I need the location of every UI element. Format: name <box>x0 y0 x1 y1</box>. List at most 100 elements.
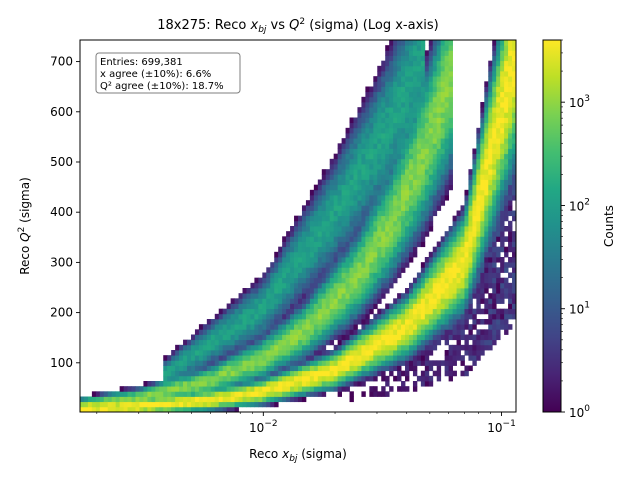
heatmap-cell <box>416 334 422 341</box>
heatmap-cell <box>405 133 410 139</box>
heatmap-cell <box>397 241 402 248</box>
heatmap-cell <box>301 293 307 299</box>
heatmap-cell <box>313 334 319 341</box>
heatmap-cell <box>408 200 414 206</box>
heatmap-cell <box>329 251 335 258</box>
heatmap-cell <box>329 262 335 268</box>
heatmap-cell <box>131 406 136 412</box>
heatmap-cell <box>349 355 354 361</box>
heatmap-cell <box>492 267 497 273</box>
heatmap-cell <box>440 324 446 330</box>
heatmap-cell <box>385 360 390 366</box>
heatmap-cell <box>408 205 414 211</box>
heatmap-cell <box>198 381 204 387</box>
heatmap-cell <box>329 267 335 273</box>
heatmap-cell <box>373 86 378 93</box>
heatmap-cell <box>480 184 485 191</box>
heatmap-cell <box>123 386 128 392</box>
heatmap-cell <box>190 365 196 372</box>
heatmap-cell <box>317 355 323 361</box>
heatmap-cell <box>472 215 477 222</box>
heatmap-cell <box>286 272 291 279</box>
heatmap-cell <box>298 220 303 227</box>
heatmap-cell <box>349 319 354 325</box>
heatmap-cell <box>198 339 204 346</box>
heatmap-cell <box>393 308 398 315</box>
heatmap-cell <box>278 246 283 253</box>
heatmap-cell <box>321 210 327 217</box>
heatmap-cell <box>424 164 430 170</box>
heatmap-cell <box>476 355 481 361</box>
heatmap-cell <box>408 241 414 248</box>
heatmap-cell <box>401 360 406 366</box>
heatmap-cell <box>456 241 461 248</box>
heatmap-cell <box>206 355 212 361</box>
heatmap-cell <box>341 210 346 217</box>
heatmap-cell <box>397 360 402 366</box>
heatmap-cell <box>440 138 446 144</box>
heatmap-cell <box>416 133 422 139</box>
heatmap-cell <box>202 381 208 387</box>
heatmap-cell <box>512 174 516 180</box>
heatmap-cell <box>496 282 501 289</box>
heatmap-cell <box>317 375 323 382</box>
heatmap-cell <box>365 226 370 232</box>
heatmap-cell <box>369 169 374 175</box>
heatmap-cell <box>325 189 331 196</box>
heatmap-cell <box>294 355 299 361</box>
heatmap-cell <box>349 231 354 237</box>
heatmap-cell <box>313 360 319 366</box>
heatmap-cell <box>369 324 374 330</box>
heatmap-cell <box>305 365 311 372</box>
heatmap-cell <box>444 231 450 237</box>
heatmap-cell <box>298 277 303 284</box>
heatmap-cell <box>373 205 378 211</box>
heatmap-cell <box>349 313 354 320</box>
heatmap-cell <box>480 169 485 175</box>
heatmap-cell <box>385 267 390 273</box>
heatmap-cell <box>488 91 493 98</box>
heatmap-cell <box>488 200 493 206</box>
heatmap-cell <box>504 60 509 67</box>
heatmap-cell <box>317 288 323 294</box>
heatmap-cell <box>480 164 485 170</box>
heatmap-cell <box>286 231 291 237</box>
heatmap-cell <box>262 350 267 356</box>
heatmap-cell <box>436 143 442 149</box>
heatmap-cell <box>389 257 394 263</box>
heatmap-cell <box>440 282 446 289</box>
heatmap-cell <box>444 350 450 356</box>
heatmap-cell <box>492 303 497 310</box>
heatmap-cell <box>270 282 275 289</box>
heatmap-cell <box>408 288 414 294</box>
heatmap-cell <box>250 313 255 320</box>
heatmap-cell <box>206 375 212 382</box>
heatmap-cell <box>389 339 394 346</box>
heatmap-cell <box>389 370 394 377</box>
heatmap-cell <box>313 391 319 397</box>
heatmap-cell <box>353 158 358 165</box>
heatmap-cell <box>488 96 493 103</box>
heatmap-cell <box>365 133 370 139</box>
heatmap-cell <box>282 303 287 310</box>
heatmap-cell <box>428 267 434 273</box>
heatmap-cell <box>444 267 450 273</box>
heatmap-cell <box>444 138 450 144</box>
heatmap-cell <box>365 236 370 242</box>
heatmap-cell <box>305 220 311 227</box>
heatmap-cell <box>508 200 513 206</box>
heatmap-cell <box>492 262 497 268</box>
heatmap-cell <box>484 246 489 253</box>
heatmap-cell <box>270 344 275 351</box>
y-tick-label: 300 <box>50 255 73 269</box>
heatmap-cell <box>381 65 386 72</box>
heatmap-cell <box>381 360 386 366</box>
heatmap-cell <box>436 169 442 175</box>
heatmap-cell <box>416 210 422 217</box>
heatmap-cell <box>305 334 311 341</box>
heatmap-cell <box>313 267 319 273</box>
heatmap-cell <box>337 324 342 330</box>
heatmap-cell <box>500 169 505 175</box>
heatmap-cell <box>210 365 216 372</box>
heatmap-cell <box>361 189 366 196</box>
